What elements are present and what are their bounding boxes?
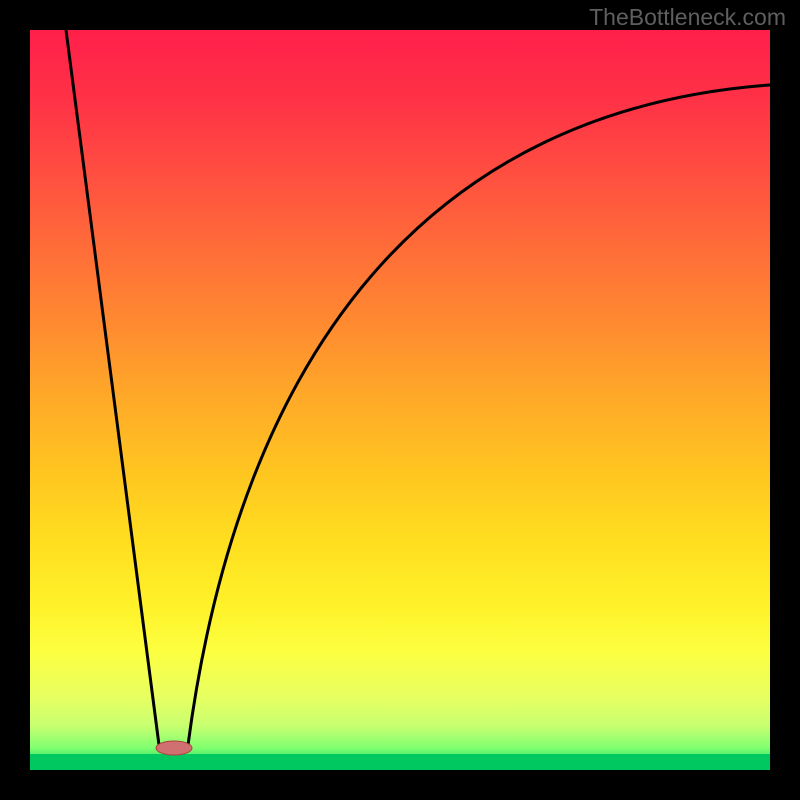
dip-marker <box>156 741 192 755</box>
bottleneck-chart: TheBottleneck.com <box>0 0 800 800</box>
chart-baseline-band <box>30 754 770 770</box>
chart-svg <box>0 0 800 800</box>
watermark-text: TheBottleneck.com <box>589 4 786 31</box>
chart-plot-area <box>30 30 770 770</box>
